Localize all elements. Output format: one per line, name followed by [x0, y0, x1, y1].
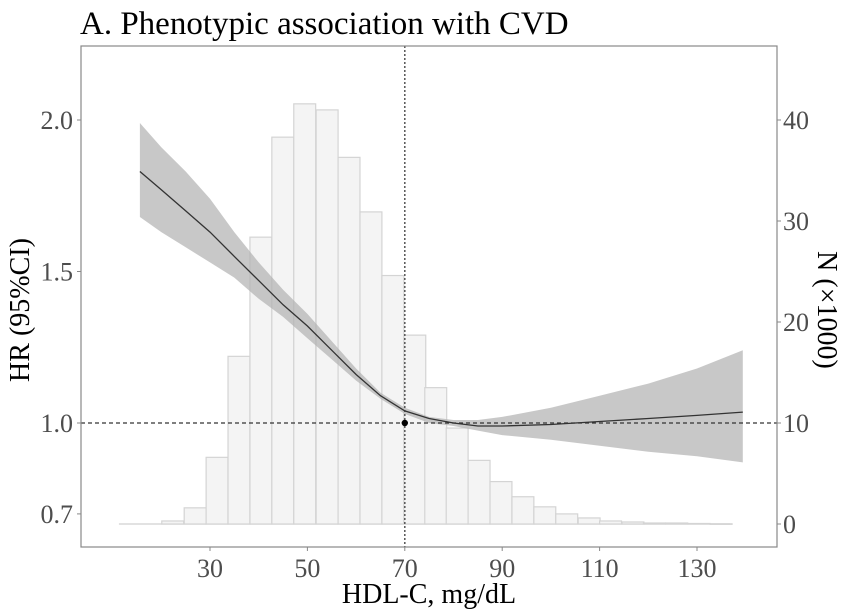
histogram-bar — [665, 522, 689, 525]
x-tick-label: 50 — [294, 554, 320, 583]
hr-curve — [139, 171, 743, 427]
histogram-bar — [183, 507, 207, 525]
x-axis-title: HDL-C, mg/dL — [342, 579, 516, 610]
ci-band-group — [139, 123, 743, 463]
y-right-tick-label: 40 — [783, 106, 809, 135]
histogram-bar — [511, 496, 535, 525]
histogram-bar — [359, 211, 383, 525]
y-axis-left: 0.7 1.0 1.5 2.0 — [41, 106, 81, 529]
x-tick-label: 110 — [581, 554, 619, 583]
histogram-bar — [445, 427, 469, 525]
y-axis-right-title: N (×1000) — [811, 251, 842, 369]
histogram-bar — [161, 520, 185, 525]
y-tick-label: 1.0 — [41, 409, 74, 438]
hr-curve-group — [139, 171, 743, 427]
reference-lines — [81, 46, 777, 547]
x-tick-label: 30 — [197, 554, 223, 583]
histogram-bar — [709, 523, 733, 525]
plot-area — [80, 45, 778, 548]
histogram-bar — [489, 480, 513, 525]
histogram-bar — [271, 136, 295, 525]
y-right-tick-label: 30 — [783, 207, 809, 236]
histogram — [118, 103, 733, 525]
histogram-bar — [577, 517, 601, 525]
y-right-tick-label: 0 — [783, 510, 796, 539]
x-tick-label: 70 — [392, 554, 418, 583]
ci-band — [139, 123, 743, 463]
histogram-bar — [598, 520, 623, 525]
histogram-bar — [337, 156, 361, 525]
x-tick-label: 130 — [678, 554, 717, 583]
x-axis: 30 50 70 90 110 130 — [197, 547, 717, 583]
y-tick-label: 2.0 — [41, 106, 74, 135]
histogram-bar — [621, 521, 645, 525]
y-right-tick-label: 10 — [783, 409, 809, 438]
y-tick-label: 1.5 — [41, 258, 74, 287]
histogram-bar — [227, 355, 251, 525]
histogram-bar — [642, 522, 666, 525]
histogram-bar — [533, 506, 557, 525]
histogram-bar — [687, 522, 711, 525]
histogram-bar — [424, 387, 448, 525]
histogram-bar — [315, 109, 339, 525]
histogram-bar — [555, 513, 579, 525]
y-right-tick-label: 20 — [783, 308, 809, 337]
x-tick-label: 90 — [489, 554, 515, 583]
y-axis-title: HR (95%CI) — [5, 238, 36, 382]
y-tick-label: 0.7 — [41, 500, 74, 529]
chart-title: A. Phenotypic association with CVD — [80, 6, 569, 42]
histogram-bar — [403, 334, 427, 525]
histogram-bar — [467, 459, 491, 525]
reference-point — [401, 419, 408, 427]
y-axis-right: 0 10 20 30 40 — [777, 106, 809, 539]
plot-frame — [80, 45, 778, 548]
histogram-bar — [205, 456, 229, 525]
